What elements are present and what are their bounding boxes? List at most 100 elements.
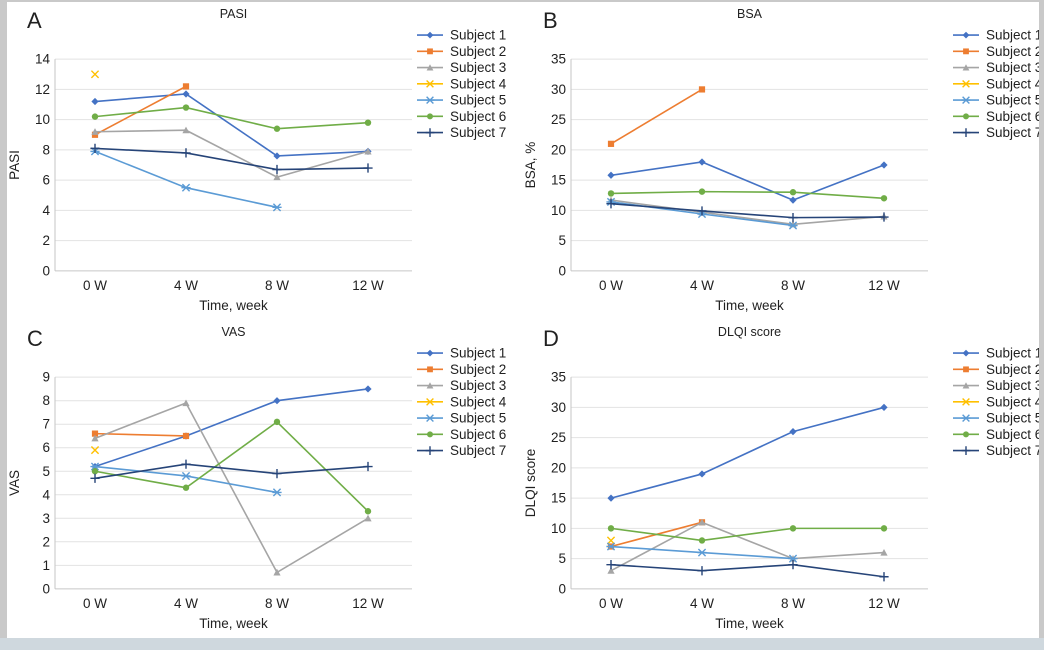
data-point-marker [698, 470, 706, 478]
y-tick-label: 5 [558, 233, 566, 248]
legend-label: Subject 5 [986, 411, 1039, 426]
y-axis-label: VAS [7, 470, 22, 496]
chart-title: VAS [221, 325, 245, 339]
legend-marker [962, 349, 970, 357]
data-point-marker [91, 434, 99, 442]
series-line [610, 563, 885, 578]
x-axis-label: Time, week [715, 298, 784, 313]
legend-label: Subject 5 [986, 93, 1039, 108]
data-point-marker [181, 148, 191, 158]
chart-bsa: 0 5 10 15 20 25 30 35 0 W 4 W 8 W 12 W BSA B Time, wee… [523, 7, 1039, 313]
x-tick-label: 0 W [599, 278, 623, 293]
y-tick-label: 8 [42, 142, 50, 157]
legend-marker [426, 31, 434, 39]
y-tick-label: 35 [551, 52, 566, 67]
panel-c: 0 1 2 3 4 5 6 7 8 9 0 W 4 W 8 W 12 W VAS C Time, week VAS… [7, 320, 523, 638]
legend-marker [426, 397, 434, 406]
y-tick-label: 20 [551, 142, 566, 157]
data-point-marker [182, 432, 190, 440]
y-tick-label: 30 [551, 400, 566, 415]
legend-marker [425, 96, 435, 105]
panel-letter: A [27, 8, 42, 33]
y-tick-label: 4 [42, 487, 50, 502]
y-tick-label: 0 [558, 581, 566, 596]
x-tick-label: 4 W [174, 278, 198, 293]
data-point-marker [273, 397, 281, 405]
legend-label: Subject 3 [450, 378, 506, 393]
legend-label: Subject 7 [450, 443, 506, 458]
data-point-marker [363, 163, 373, 173]
legend-label: Subject 3 [986, 60, 1039, 75]
legend-marker [427, 431, 433, 438]
data-point-marker [697, 548, 707, 557]
legend-marker [962, 382, 970, 389]
x-tick-label: 12 W [352, 278, 384, 293]
data-point-marker [182, 83, 190, 90]
data-point-marker [272, 164, 282, 175]
y-axis-label: DLQI score [523, 449, 538, 517]
legend-label: Subject 4 [986, 394, 1039, 409]
data-point-marker [364, 514, 372, 522]
data-point-marker [607, 140, 615, 147]
legend-marker [962, 64, 970, 71]
series-line [94, 106, 369, 130]
series-line [94, 463, 369, 480]
data-point-marker [880, 161, 888, 169]
y-tick-label: 3 [42, 511, 50, 526]
data-point-marker [90, 70, 100, 79]
x-tick-label: 4 W [690, 596, 714, 611]
y-tick-label: 0 [42, 263, 50, 278]
y-tick-label: 6 [42, 440, 50, 455]
legend-label: Subject 5 [450, 93, 506, 108]
series-line [94, 129, 369, 178]
data-point-marker [181, 471, 191, 481]
y-tick-label: 5 [42, 464, 50, 479]
data-point-marker [182, 126, 190, 134]
data-point-marker [363, 461, 373, 472]
chart-title: BSA [737, 7, 763, 21]
y-tick-label: 35 [551, 370, 566, 385]
data-point-marker [91, 113, 99, 120]
legend-marker [963, 113, 969, 120]
window-bottom-strip [0, 638, 1044, 650]
data-point-marker [879, 572, 889, 582]
y-tick-label: 2 [42, 233, 50, 248]
y-tick-label: 7 [42, 417, 50, 432]
data-point-marker [880, 403, 888, 412]
legend-marker [961, 446, 971, 456]
data-point-marker [91, 128, 99, 135]
data-point-marker [272, 488, 282, 497]
series-line [94, 147, 369, 171]
data-point-marker [789, 427, 797, 436]
data-point-marker [273, 418, 281, 426]
chart-dlqi: 0 5 10 15 20 25 30 35 0 W 4 W 8 W 12 W DLQI score D Ti… [523, 325, 1039, 631]
legend-label: Subject 1 [450, 28, 506, 43]
chart-title: DLQI score [718, 325, 781, 339]
legend-label: Subject 1 [986, 28, 1039, 43]
legend-marker [427, 48, 433, 55]
legend-marker [961, 414, 971, 423]
y-tick-label: 25 [551, 112, 566, 127]
series-line [610, 406, 885, 499]
legend-label: Subject 4 [450, 76, 507, 91]
legend-marker [426, 382, 434, 389]
data-point-marker [181, 183, 191, 192]
y-tick-label: 12 [35, 82, 50, 97]
data-point-marker [364, 385, 372, 393]
legend-marker [425, 446, 435, 456]
data-point-marker [606, 199, 616, 209]
series-line [94, 93, 369, 157]
data-point-marker [698, 158, 706, 166]
legend-marker [962, 31, 970, 39]
data-point-marker [90, 462, 100, 471]
series-line [94, 420, 369, 512]
data-point-marker [606, 542, 616, 551]
legend-label: Subject 6 [986, 427, 1039, 442]
data-point-marker [879, 212, 889, 222]
y-tick-label: 5 [558, 551, 566, 566]
y-tick-label: 6 [42, 173, 50, 188]
x-tick-label: 8 W [781, 278, 805, 293]
data-point-marker [90, 445, 100, 455]
legend-label: Subject 4 [450, 394, 507, 409]
data-point-marker [91, 97, 99, 106]
